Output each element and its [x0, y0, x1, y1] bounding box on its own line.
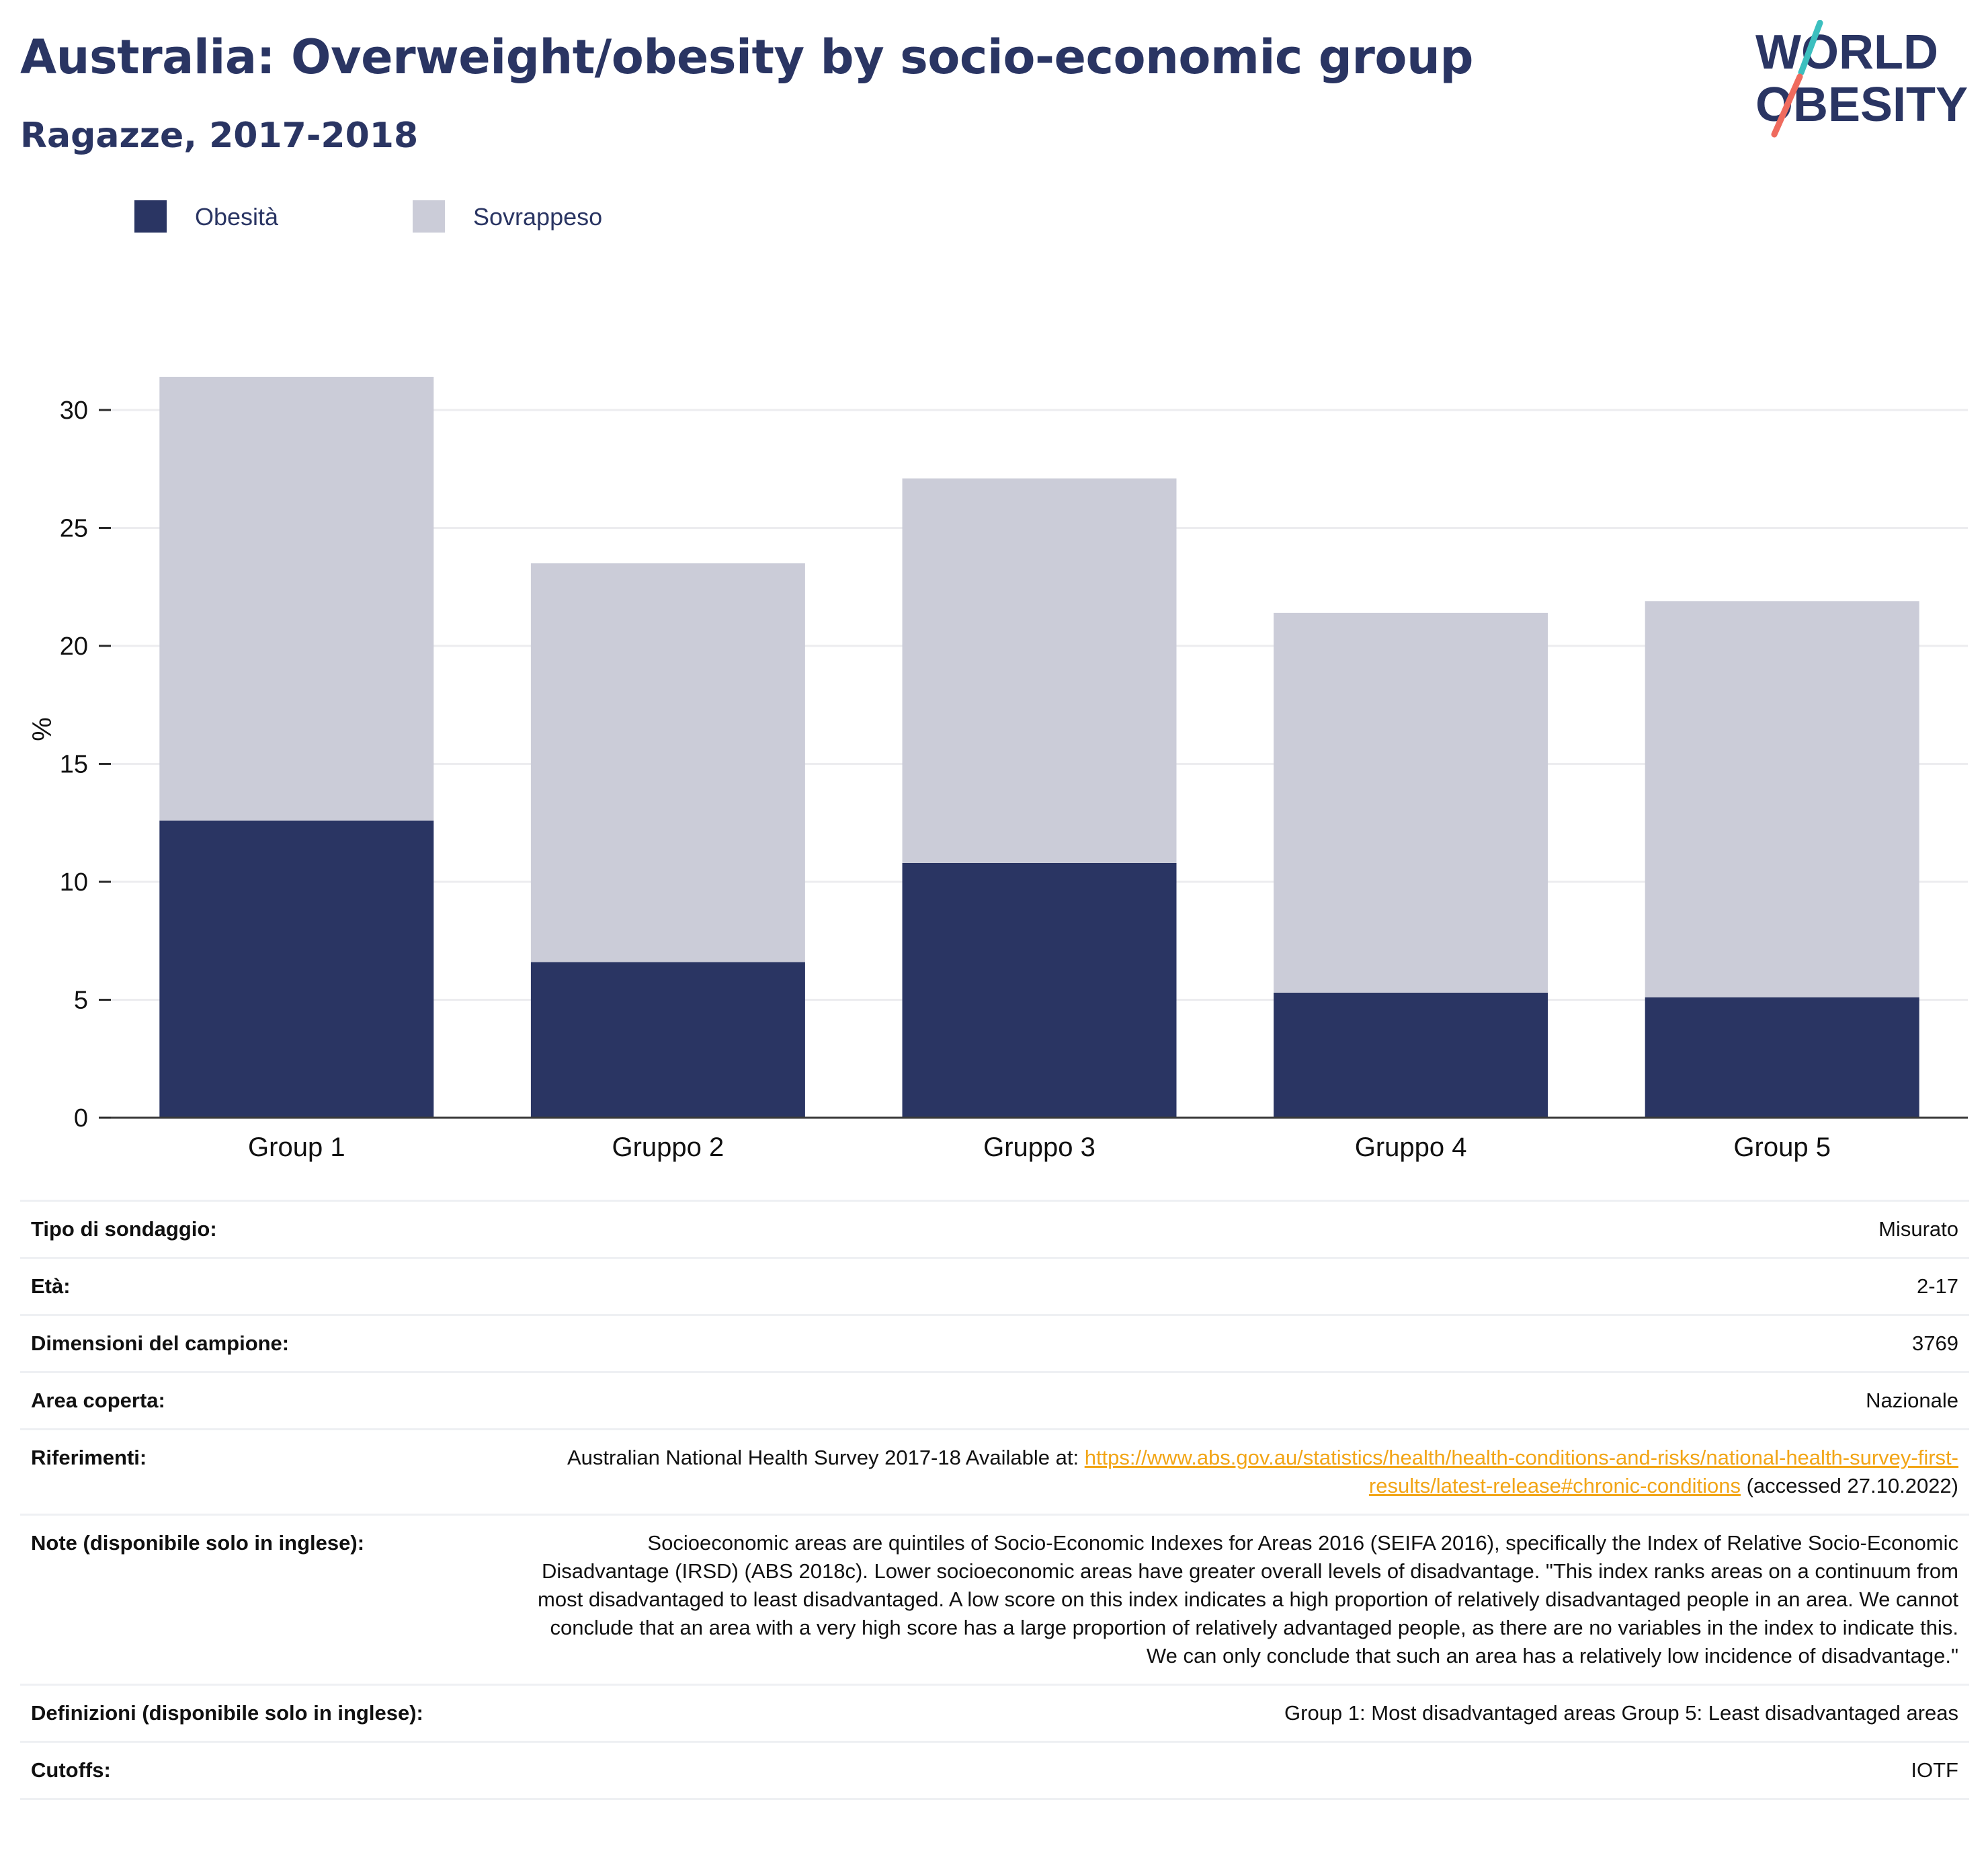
- x-axis: Group 1 Gruppo 2 Gruppo 3 Gruppo 4 Group 5: [111, 1116, 1968, 1162]
- legend-swatch-obesity: [134, 200, 167, 233]
- bar-overweight[interactable]: [159, 376, 434, 821]
- y-tick-label: 0: [74, 1104, 88, 1133]
- logo-slash-teal: [1798, 20, 1823, 76]
- bar-overweight[interactable]: [530, 563, 805, 962]
- y-axis-label: %: [28, 717, 57, 741]
- info-value: 3769: [512, 1314, 1969, 1372]
- bar-obesity[interactable]: [902, 862, 1177, 1118]
- reference-link[interactable]: https://www.abs.gov.au/statistics/health…: [1084, 1446, 1958, 1497]
- info-row: Tipo di sondaggio: Misurato: [20, 1200, 1969, 1258]
- info-value: Socioeconomic areas are quintiles of Soc…: [512, 1514, 1969, 1685]
- x-tick-label: Group 1: [248, 1133, 345, 1162]
- bar-obesity[interactable]: [1274, 992, 1548, 1118]
- info-row: Definizioni (disponibile solo in inglese…: [20, 1684, 1969, 1742]
- info-label: Età:: [20, 1257, 512, 1315]
- bar-obesity[interactable]: [1645, 997, 1919, 1118]
- reference-text: Australian National Health Survey 2017-1…: [567, 1446, 1085, 1469]
- reference-accessed-date: (accessed 27.10.2022): [1741, 1474, 1958, 1497]
- info-label: Definizioni (disponibile solo in inglese…: [20, 1684, 512, 1742]
- y-tick-label: 25: [60, 515, 88, 543]
- bar-overweight[interactable]: [1645, 601, 1919, 997]
- y-tick-label: 15: [60, 751, 88, 779]
- info-label: Tipo di sondaggio:: [20, 1200, 512, 1258]
- world-obesity-logo: WORLD OBESITY: [1755, 20, 1968, 138]
- info-value: Nazionale: [512, 1371, 1969, 1430]
- y-tick-label: 10: [60, 868, 88, 897]
- chart-subtitle: Ragazze, 2017-2018: [20, 116, 419, 156]
- info-row: Dimensioni del campione: 3769: [20, 1314, 1969, 1372]
- chart-title: Australia: Overweight/obesity by socio-e…: [20, 30, 1473, 85]
- logo-text-obesity: OBESITY: [1755, 78, 1968, 132]
- info-value: Group 1: Most disadvantaged areas Group …: [512, 1684, 1969, 1742]
- info-value: Misurato: [512, 1200, 1969, 1258]
- y-tick-label: 20: [60, 632, 88, 661]
- info-label: Area coperta:: [20, 1371, 512, 1430]
- bar-obesity[interactable]: [159, 820, 434, 1118]
- y-axis: 0 5 10 15 20 25 30: [60, 397, 111, 1133]
- bar-obesity[interactable]: [530, 962, 805, 1118]
- info-row: Area coperta: Nazionale: [20, 1371, 1969, 1430]
- info-label: Note (disponibile solo in inglese):: [20, 1514, 512, 1685]
- info-row: Note (disponibile solo in inglese): Socio…: [20, 1514, 1969, 1685]
- info-row: Età: 2-17: [20, 1257, 1969, 1315]
- legend-label-obesity: Obesità: [195, 203, 279, 231]
- x-tick-label: Group 5: [1733, 1133, 1831, 1162]
- y-tick-label: 5: [74, 987, 88, 1015]
- logo-slash-coral: [1771, 73, 1803, 138]
- info-label: Dimensioni del campione:: [20, 1314, 512, 1372]
- info-row: Cutoffs: IOTF: [20, 1741, 1969, 1800]
- x-tick-label: Gruppo 2: [612, 1133, 724, 1162]
- x-tick-label: Gruppo 4: [1355, 1133, 1467, 1162]
- x-tick-label: Gruppo 3: [983, 1133, 1095, 1162]
- y-tick-label: 30: [60, 397, 88, 425]
- bar-overweight[interactable]: [1274, 612, 1548, 993]
- bars: [159, 376, 1919, 1118]
- info-row: Riferimenti: Australian National Health S…: [20, 1428, 1969, 1515]
- info-value: IOTF: [512, 1741, 1969, 1800]
- info-value: Australian National Health Survey 2017-1…: [512, 1428, 1969, 1515]
- legend-swatch-overweight: [413, 200, 445, 233]
- logo-text-world: WORLD: [1755, 26, 1938, 79]
- info-label: Riferimenti:: [20, 1428, 512, 1515]
- legend-label-overweight: Sovrappeso: [473, 203, 603, 231]
- bar-overweight[interactable]: [902, 478, 1177, 863]
- bar-chart: 0 5 10 15 20 25 30 Group 1 Gruppo 2 Gruppo 3 Grup…: [28, 376, 1968, 1162]
- info-table: Tipo di sondaggio: Misurato Età: 2-17 Dimens…: [20, 1200, 1969, 1800]
- info-label: Cutoffs:: [20, 1741, 512, 1800]
- info-value: 2-17: [512, 1257, 1969, 1315]
